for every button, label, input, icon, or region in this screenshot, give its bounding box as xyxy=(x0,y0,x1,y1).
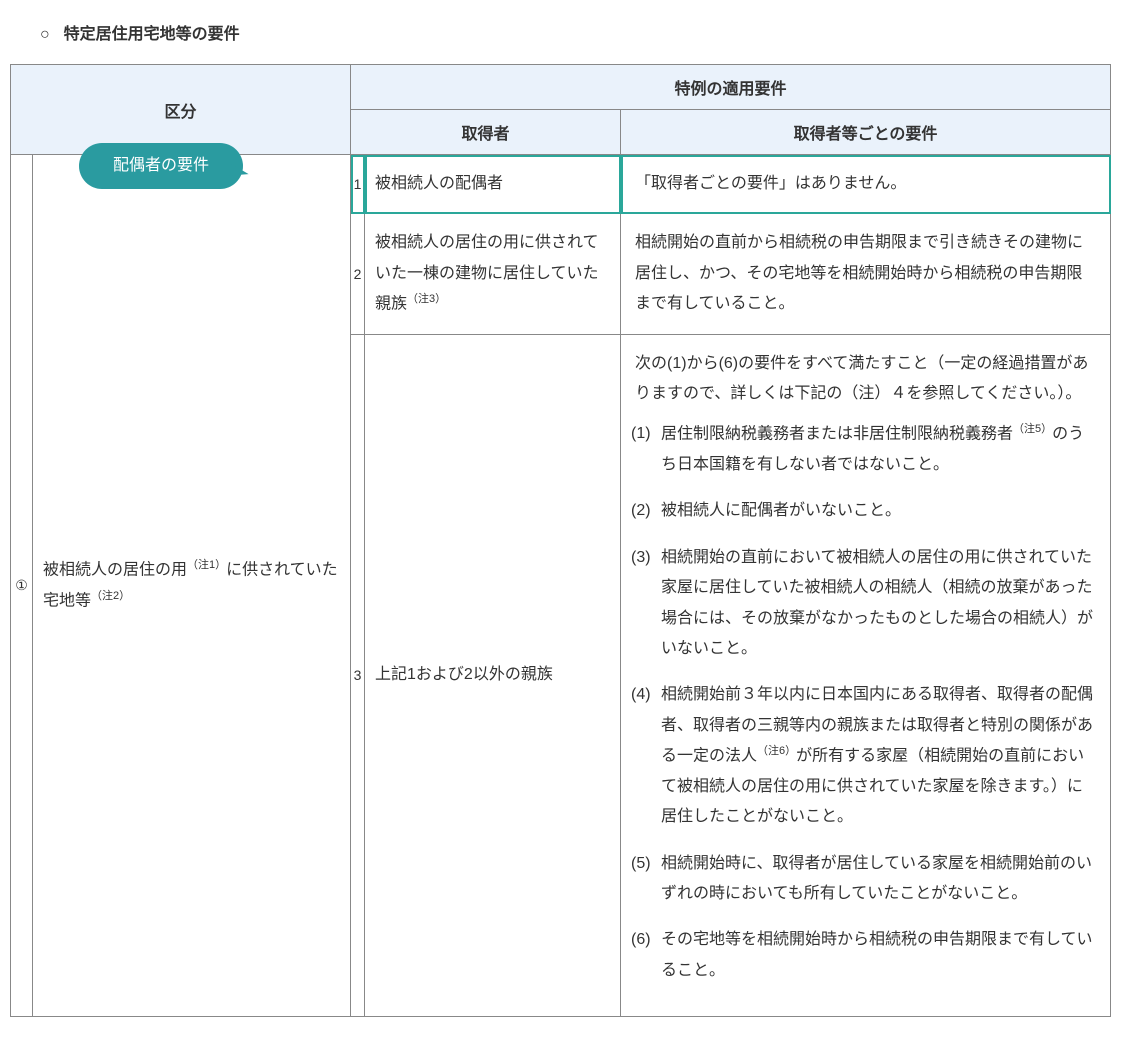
item-note: （注6） xyxy=(757,745,796,757)
item-text: 相続開始時に、取得者が居住している家屋を相続開始前のいずれの時においても所有して… xyxy=(661,855,1092,902)
requirement-cell: 「取得者ごとの要件」はありません。 xyxy=(621,155,1111,214)
list-item: (4) 相続開始前３年以内に日本国内にある取得者、取得者の配偶者、取得者の三親等… xyxy=(661,680,1096,832)
requirement-intro: 次の(1)から(6)の要件をすべて満たすこと（一定の経過措置がありますので、詳し… xyxy=(635,349,1096,410)
row-number: 2 xyxy=(351,214,365,334)
requirement-list: (1) 居住制限納税義務者または非居住制限納税義務者（注5）のうち日本国籍を有し… xyxy=(635,419,1096,986)
kubun-note2: （注2） xyxy=(91,590,130,602)
list-item: (6) その宅地等を相続開始時から相続税の申告期限まで有していること。 xyxy=(661,925,1096,986)
title-bullet: ○ xyxy=(40,26,50,43)
acquirer-cell: 被相続人の居住の用に供されていた一棟の建物に居住していた親族（注3） xyxy=(365,214,621,334)
requirement-cell: 相続開始の直前から相続税の申告期限まで引き続きその建物に居住し、かつ、その宅地等… xyxy=(621,214,1111,334)
requirements-table: 区分 特例の適用要件 取得者 取得者等ごとの要件 ① 配偶者の要件 被相続人の居… xyxy=(10,64,1111,1017)
header-tokure: 特例の適用要件 xyxy=(351,65,1111,110)
kubun-cell: 配偶者の要件 被相続人の居住の用（注1）に供されていた宅地等（注2） xyxy=(33,155,351,1017)
acquirer-cell: 被相続人の配偶者 xyxy=(365,155,621,214)
title-text: 特定居住用宅地等の要件 xyxy=(64,26,240,43)
item-index: (3) xyxy=(631,543,651,573)
item-index: (4) xyxy=(631,680,651,710)
list-item: (2) 被相続人に配偶者がいないこと。 xyxy=(661,496,1096,526)
list-item: (5) 相続開始時に、取得者が居住している家屋を相続開始前のいずれの時においても… xyxy=(661,849,1096,910)
item-text: その宅地等を相続開始時から相続税の申告期限まで有していること。 xyxy=(661,931,1093,978)
acquirer-note: （注3） xyxy=(407,293,446,305)
header-kubun: 区分 xyxy=(11,65,351,155)
item-index: (5) xyxy=(631,849,651,879)
item-text: 相続開始の直前において被相続人の居住の用に供されていた家屋に居住していた被相続人… xyxy=(661,549,1093,657)
callout-text: 配偶者の要件 xyxy=(79,143,243,189)
item-text: 被相続人に配偶者がいないこと。 xyxy=(661,502,901,519)
row-number: 3 xyxy=(351,334,365,1017)
row-group-number: ① xyxy=(11,155,33,1017)
requirement-cell: 次の(1)から(6)の要件をすべて満たすこと（一定の経過措置がありますので、詳し… xyxy=(621,334,1111,1017)
header-per-acquirer: 取得者等ごとの要件 xyxy=(621,110,1111,155)
row-number: 1 xyxy=(351,155,365,214)
list-item: (1) 居住制限納税義務者または非居住制限納税義務者（注5）のうち日本国籍を有し… xyxy=(661,419,1096,480)
kubun-note1: （注1） xyxy=(187,559,226,571)
acquirer-cell: 上記1および2以外の親族 xyxy=(365,334,621,1017)
item-note: （注5） xyxy=(1013,423,1052,435)
header-acquirer: 取得者 xyxy=(351,110,621,155)
kubun-text-1: 被相続人の居住の用 xyxy=(43,561,187,578)
item-index: (2) xyxy=(631,496,651,526)
callout-bubble: 配偶者の要件 xyxy=(79,143,243,189)
item-text-1: 居住制限納税義務者または非居住制限納税義務者 xyxy=(661,426,1013,443)
page-title: ○ 特定居住用宅地等の要件 xyxy=(40,20,1111,44)
list-item: (3) 相続開始の直前において被相続人の居住の用に供されていた家屋に居住していた… xyxy=(661,543,1096,665)
item-index: (6) xyxy=(631,925,651,955)
item-index: (1) xyxy=(631,419,651,449)
